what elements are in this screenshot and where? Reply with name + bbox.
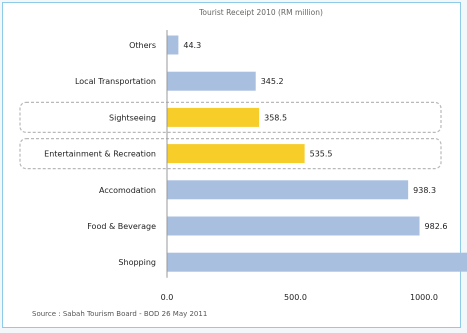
- value-label: 938.3: [413, 186, 436, 195]
- highlight-boxes: [19, 101, 442, 170]
- category-label: Shopping: [118, 258, 156, 267]
- bar: [167, 71, 256, 91]
- x-tick-label: 500.0: [284, 293, 307, 302]
- x-tick-label: 0.0: [161, 293, 174, 302]
- value-label: 535.5: [310, 150, 333, 159]
- source-note: Source : Sabah Tourism Board - BOD 26 Ma…: [32, 310, 207, 318]
- bar: [167, 144, 305, 164]
- chart-frame: [2, 2, 461, 328]
- x-axis-ticks: 0.0 500.0 1000.0: [161, 293, 438, 302]
- bar: [167, 252, 467, 272]
- bar: [167, 35, 179, 55]
- highlight-box: [19, 138, 442, 170]
- category-label: Local Transportation: [75, 77, 156, 86]
- category-label: Entertainment & Recreation: [44, 150, 156, 159]
- bar: [167, 180, 409, 200]
- category-label: Others: [129, 41, 156, 50]
- bars: [167, 35, 467, 272]
- value-label: 982.6: [425, 222, 448, 231]
- category-label: Food & Beverage: [87, 222, 156, 231]
- chart-title: Tourist Receipt 2010 (RM million): [198, 8, 323, 17]
- bar: [167, 216, 420, 236]
- value-label: 358.5: [264, 113, 287, 122]
- category-labels: Others Local Transportation Sightseeing Ent…: [44, 41, 156, 267]
- category-label: Sightseeing: [109, 113, 156, 122]
- x-tick-label: 1000.0: [410, 293, 438, 302]
- value-label: 44.3: [183, 41, 201, 50]
- highlight-box: [19, 101, 442, 134]
- bar: [167, 107, 260, 127]
- category-label: Accomodation: [99, 186, 156, 195]
- value-label: 345.2: [261, 77, 284, 86]
